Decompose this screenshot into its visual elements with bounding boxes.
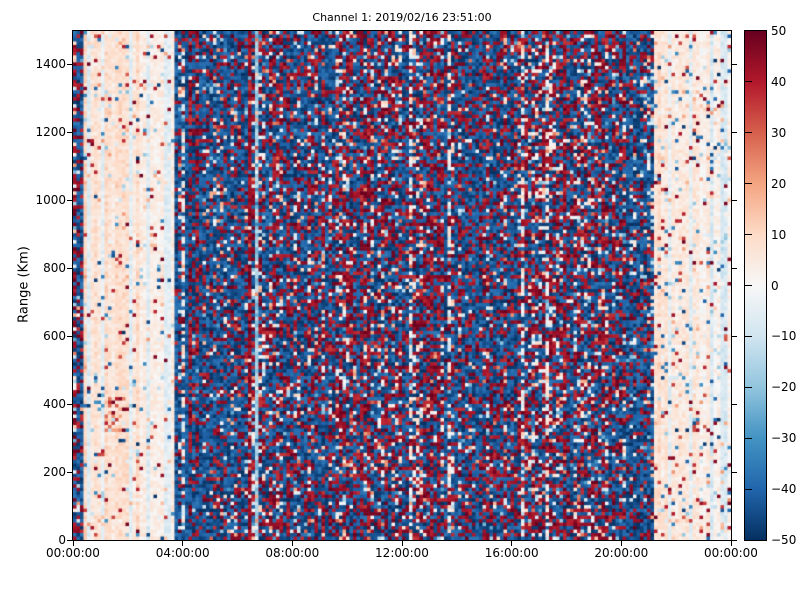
x-axis-tick [730, 541, 732, 546]
colorbar-tick [745, 285, 752, 286]
x-tick-label: 04:00:00 [155, 546, 210, 560]
y-axis-tick [67, 471, 72, 473]
colorbar-tick-label: 10 [771, 227, 787, 242]
x-axis-tick [511, 541, 513, 546]
y-axis-tick [67, 64, 72, 66]
colorbar-tick [745, 234, 752, 236]
y-tick-label: 200 [43, 464, 66, 479]
colorbar-tick [745, 335, 752, 337]
colorbar-tick-label: −40 [771, 482, 797, 497]
heatmap-canvas [73, 31, 731, 540]
y-tick-label: 600 [43, 328, 66, 343]
y-axis-label: Range (Km) [16, 246, 32, 323]
y-tick-label: 400 [43, 396, 66, 411]
y-axis-tick [67, 268, 72, 270]
y-axis-tick [732, 471, 737, 473]
colorbar [744, 30, 767, 541]
colorbar-tick-label: 40 [771, 74, 787, 89]
y-axis-tick [732, 335, 737, 337]
colorbar-tick [745, 488, 752, 490]
x-axis-tick [182, 541, 184, 546]
y-axis-tick [67, 403, 72, 405]
x-tick-label: 00:00:00 [46, 546, 100, 560]
plot-area [72, 30, 732, 541]
x-tick-label: 12:00:00 [375, 546, 429, 560]
x-axis-tick [620, 541, 622, 546]
y-tick-label: 1000 [35, 193, 66, 208]
x-tick-label: 08:00:00 [265, 546, 320, 560]
y-tick-label: 0 [58, 532, 66, 547]
y-axis-tick [732, 403, 737, 405]
x-axis-tick [401, 541, 403, 546]
colorbar-tick-label: 50 [771, 24, 787, 38]
y-axis-tick [732, 268, 737, 270]
colorbar-tick-label: −20 [771, 380, 797, 395]
y-axis-tick [732, 200, 737, 202]
plot-title: Channel 1: 2019/02/16 23:51:00 [312, 11, 492, 24]
y-tick-label: 1400 [35, 57, 66, 72]
colorbar-tick [745, 437, 752, 439]
colorbar-tick [745, 132, 752, 134]
y-axis-tick [732, 539, 737, 541]
x-axis-tick [72, 541, 74, 546]
x-tick-label: 00:00:00 [704, 546, 758, 560]
colorbar-tick [745, 81, 752, 83]
x-tick-label: 16:00:00 [484, 546, 539, 560]
y-axis-tick [67, 335, 72, 337]
colorbar-tick [745, 386, 752, 388]
colorbar-tick-label: −30 [771, 431, 797, 446]
y-axis-tick [67, 539, 72, 541]
y-axis-tick [732, 64, 737, 66]
colorbar-tick-label: 20 [771, 176, 787, 191]
x-axis-tick [291, 541, 293, 546]
colorbar-gradient [745, 31, 766, 540]
y-axis-tick [67, 200, 72, 202]
colorbar-tick [745, 183, 752, 185]
y-tick-label: 1200 [35, 125, 66, 140]
y-axis-tick [67, 132, 72, 134]
colorbar-tick-label: 0 [771, 278, 779, 293]
x-tick-label: 20:00:00 [594, 546, 649, 560]
colorbar-tick-label: 30 [771, 125, 787, 140]
y-axis-tick [732, 132, 737, 134]
colorbar-tick-label: −50 [771, 533, 797, 547]
colorbar-tick-label: −10 [771, 329, 797, 344]
y-tick-label: 800 [43, 261, 66, 276]
